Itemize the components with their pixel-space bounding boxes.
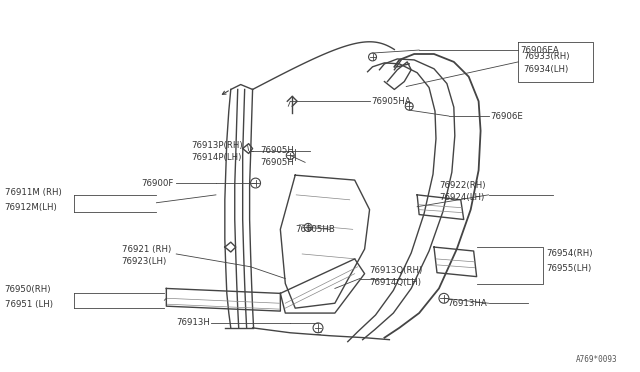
Text: A769*0093: A769*0093 xyxy=(576,355,618,364)
Text: 76906E: 76906E xyxy=(490,112,524,121)
Text: 76914Q(LH): 76914Q(LH) xyxy=(369,278,422,287)
Text: 76913H: 76913H xyxy=(176,318,210,327)
Text: 76911M (RH): 76911M (RH) xyxy=(4,188,61,198)
Text: 76906EA: 76906EA xyxy=(520,45,559,55)
Text: 76951 (LH): 76951 (LH) xyxy=(4,300,52,309)
Text: 76950(RH): 76950(RH) xyxy=(4,285,51,294)
Text: 76934(LH): 76934(LH) xyxy=(524,65,568,74)
Text: 76924(LH): 76924(LH) xyxy=(439,193,484,202)
Text: 76914P(LH): 76914P(LH) xyxy=(191,153,241,162)
Text: 76905H: 76905H xyxy=(260,158,294,167)
Text: 76905HA: 76905HA xyxy=(372,97,412,106)
Text: 76900F: 76900F xyxy=(141,179,174,187)
Text: 76913HA: 76913HA xyxy=(447,299,486,308)
Text: 76921 (RH): 76921 (RH) xyxy=(122,244,171,254)
Text: 76913P(RH): 76913P(RH) xyxy=(191,141,243,150)
Text: 76933(RH): 76933(RH) xyxy=(524,52,570,61)
Text: 76955(LH): 76955(LH) xyxy=(546,264,591,273)
Text: 76923(LH): 76923(LH) xyxy=(122,257,167,266)
Text: 76954(RH): 76954(RH) xyxy=(546,250,593,259)
Text: 76905H: 76905H xyxy=(260,146,294,155)
Text: 76905HB: 76905HB xyxy=(295,225,335,234)
Text: 76913Q(RH): 76913Q(RH) xyxy=(369,266,423,275)
Text: 76922(RH): 76922(RH) xyxy=(439,180,486,189)
Text: 76912M(LH): 76912M(LH) xyxy=(4,203,58,212)
